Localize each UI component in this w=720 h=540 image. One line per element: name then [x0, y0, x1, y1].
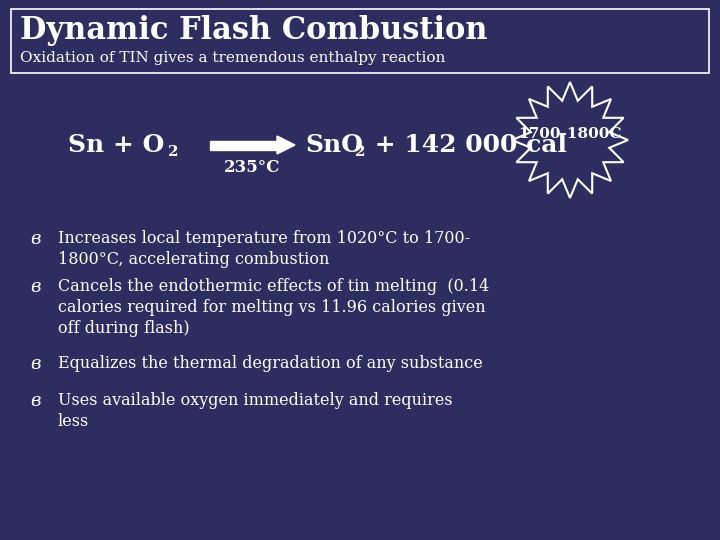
- Polygon shape: [277, 136, 295, 154]
- Text: 1700-1800C: 1700-1800C: [518, 127, 622, 141]
- Text: Increases local temperature from 1020°C to 1700-
1800°C, accelerating combustion: Increases local temperature from 1020°C …: [58, 230, 470, 268]
- Text: Uses available oxygen immediately and requires
less: Uses available oxygen immediately and re…: [58, 392, 453, 430]
- FancyBboxPatch shape: [11, 9, 709, 73]
- Text: 2: 2: [355, 145, 366, 159]
- Text: 2: 2: [168, 145, 179, 159]
- Text: в: в: [30, 230, 40, 248]
- Text: Sn + O: Sn + O: [68, 133, 164, 157]
- Text: Dynamic Flash Combustion: Dynamic Flash Combustion: [20, 15, 487, 45]
- Polygon shape: [210, 140, 277, 150]
- Text: в: в: [30, 392, 40, 410]
- Text: в: в: [30, 278, 40, 296]
- Text: + 142 000 cal: + 142 000 cal: [366, 133, 567, 157]
- Text: в: в: [30, 355, 40, 373]
- Text: Cancels the endothermic effects of tin melting  (0.14
calories required for melt: Cancels the endothermic effects of tin m…: [58, 278, 490, 337]
- Text: Oxidation of TIN gives a tremendous enthalpy reaction: Oxidation of TIN gives a tremendous enth…: [20, 51, 446, 65]
- Text: SnO: SnO: [305, 133, 363, 157]
- Text: Equalizes the thermal degradation of any substance: Equalizes the thermal degradation of any…: [58, 355, 482, 372]
- Text: 235°C: 235°C: [224, 159, 280, 176]
